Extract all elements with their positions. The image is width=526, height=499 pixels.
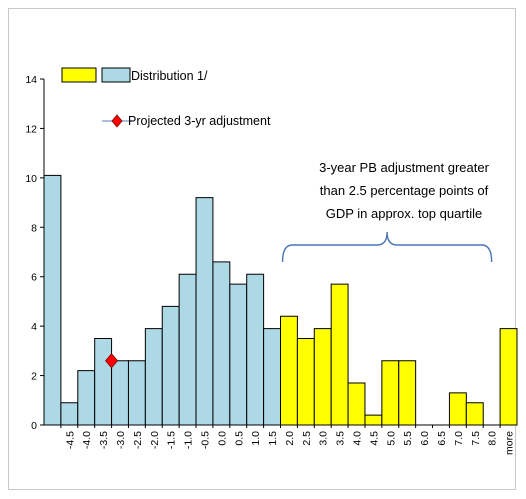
legend: Distribution 1/ Projected 3-yr adjustmen…: [61, 67, 271, 128]
x-tick-label: 4.0: [352, 431, 364, 446]
x-tick-label: 2.0: [284, 431, 296, 446]
bar-5.0: [381, 360, 400, 426]
bar-more: [499, 328, 518, 426]
x-tick-label: 5.0: [385, 431, 397, 446]
bar-4.5: [364, 414, 383, 426]
bar-3.0: [313, 328, 332, 426]
x-tick-label: 1.5: [267, 431, 279, 446]
bars-group: [43, 174, 518, 426]
x-tick-label: 6.5: [436, 431, 448, 446]
x-tick-label: 1.0: [250, 431, 262, 446]
bar-0.5: [229, 283, 248, 426]
x-tick-label: -4.0: [81, 431, 93, 449]
x-tick-label: 0.5: [233, 431, 245, 446]
legend-diamond-icon: [111, 114, 123, 128]
legend-swatch-blue: [101, 67, 131, 83]
bar-7.5: [465, 402, 484, 426]
x-tick-label: more: [504, 431, 516, 455]
brace-path: [281, 231, 493, 263]
bar-2.0: [280, 315, 298, 426]
y-tick-label: 10: [25, 173, 37, 185]
x-tick-label: 3.5: [335, 431, 347, 446]
bar--0.5: [195, 197, 214, 426]
bar--2.5: [127, 360, 146, 426]
y-tick-label: 12: [25, 123, 37, 135]
bar--2.0: [144, 328, 163, 426]
annotation-line: than 2.5 percentage points of: [320, 183, 489, 198]
bar--1.0: [178, 273, 197, 426]
y-tick-label: 2: [31, 371, 37, 383]
x-tick-label: 7.0: [453, 431, 465, 446]
bar--3.5: [94, 338, 113, 426]
y-ticks-group: 0 2 4 6 8 10 12 14: [25, 74, 44, 432]
x-tick-label: 4.5: [368, 431, 380, 446]
y-tick-label: 0: [31, 420, 37, 432]
projected-marker-group: [105, 353, 119, 369]
bar-4.0: [347, 382, 366, 426]
annotation-brace: [281, 231, 493, 263]
bar-2.5: [296, 338, 315, 426]
x-tick-label: -2.0: [149, 431, 161, 449]
legend-label-distribution: Distribution 1/: [131, 69, 208, 83]
bar-5.5: [398, 360, 417, 426]
x-tick-label: 5.5: [402, 431, 414, 446]
x-tick-label: -3.0: [115, 431, 127, 449]
x-tick-label: 0.0: [216, 431, 228, 446]
x-tick-label: -2.5: [132, 431, 144, 449]
bar--3.0: [111, 360, 129, 426]
x-tick-label: -3.5: [98, 431, 110, 449]
x-tick-label: 6.0: [419, 431, 431, 446]
bar--1.5: [161, 305, 180, 426]
bar-7.0: [448, 392, 467, 426]
x-ticks-group: -4.5 -4.0 -3.5 -3.0 -2.5 -2.0 -1.5 -1.0 -0.5 0.0 0…: [60, 425, 516, 455]
annotation-line: 3-year PB adjustment greater: [319, 160, 489, 175]
y-tick-label: 8: [31, 222, 37, 234]
x-tick-label: 2.5: [301, 431, 313, 446]
projected-marker-diamond: [105, 353, 119, 369]
x-tick-label: 7.5: [470, 431, 482, 446]
bar-0.0: [212, 261, 231, 426]
annotation-line: GDP in approx. top quartile: [326, 206, 483, 221]
x-tick-label: -4.5: [64, 431, 76, 449]
bar--4.0: [77, 370, 96, 426]
annotation-text-group: 3-year PB adjustment greater than 2.5 per…: [319, 160, 489, 221]
x-tick-label: -1.0: [183, 431, 195, 449]
x-tick-label: 3.0: [318, 431, 330, 446]
x-tick-label: -0.5: [199, 431, 211, 449]
x-tick-label: -1.5: [166, 431, 178, 449]
legend-swatch-yellow: [61, 67, 97, 83]
y-tick-label: 14: [25, 74, 37, 86]
legend-label-projected: Projected 3-yr adjustment: [128, 114, 271, 128]
bar-1.0: [246, 273, 265, 426]
bar-3.5: [330, 283, 349, 426]
bar-1.5: [263, 328, 282, 426]
bar--4.5: [60, 402, 79, 426]
y-tick-label: 4: [31, 321, 37, 333]
x-tick-label: 8.0: [487, 431, 499, 446]
bar-first: [43, 174, 62, 426]
y-tick-label: 6: [31, 272, 37, 284]
